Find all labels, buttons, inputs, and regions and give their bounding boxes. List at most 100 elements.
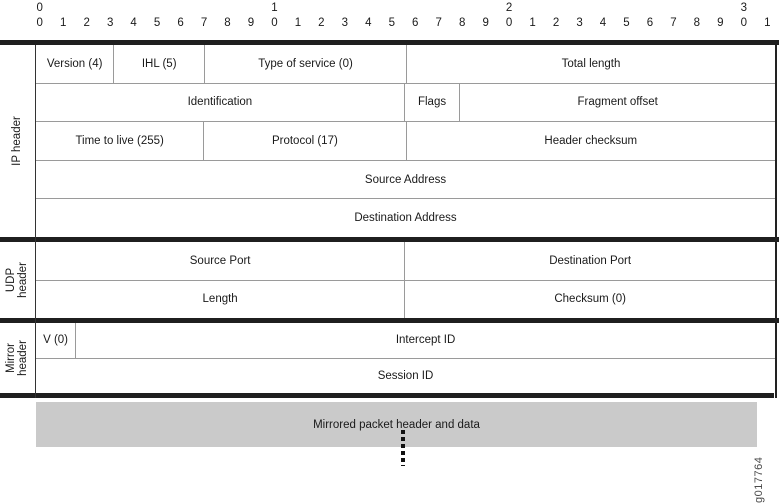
field-cell: Flags	[405, 83, 461, 122]
field-cell: Version (4)	[36, 45, 115, 83]
separator-bar	[0, 393, 774, 398]
bit-ruler-ones-digit: 2	[83, 17, 90, 29]
section-label-text: UDP header	[5, 262, 29, 298]
field-row: Source Address	[36, 161, 775, 200]
bit-ruler-ones-digit: 5	[153, 17, 161, 29]
bit-ruler-ones-digit: 7	[200, 17, 208, 29]
bit-ruler-ones-digit: 1	[294, 17, 302, 29]
bit-ruler-ones-digit: 0	[740, 17, 747, 29]
bit-ruler-tens-digit	[427, 1, 450, 15]
bit-ruler-ones-digit: 4	[130, 17, 137, 29]
bit-ruler-ones-digit: 3	[576, 17, 583, 29]
bit-ruler-ones-digit: 4	[365, 17, 372, 29]
separator-bar	[0, 237, 779, 242]
bit-ruler-tens-digit	[591, 1, 614, 15]
field-cell: Intercept ID	[395, 334, 456, 347]
bit-ruler-ones-digit: 9	[717, 17, 724, 29]
bit-ruler-ones-row: 0 1 2 3 4 5 6 7 8 9 0 1 2 3 4 5 6 7 8 9 0 1 2 3 4 5 6 7 8 9 0 1	[28, 16, 779, 30]
bit-ruler-ones-digit: 9	[482, 17, 489, 29]
bit-ruler-ones-digit: 2	[318, 17, 325, 29]
bit-ruler-tens-digit: 2	[505, 2, 513, 14]
bit-ruler-ones-digit: 1	[764, 17, 771, 29]
bit-ruler-ones-digit: 5	[388, 17, 395, 29]
bit-ruler-tens-digit: 3	[740, 2, 747, 14]
bit-ruler-tens-digit	[450, 1, 473, 15]
field-row: Source Port Destination Port	[36, 242, 775, 281]
bit-ruler-ones-digit: 8	[224, 17, 231, 29]
bit-ruler-tens-digit	[521, 1, 544, 15]
field-cell: Time to live (255)	[36, 122, 205, 160]
bit-ruler-tens-digit	[98, 1, 121, 15]
bit-ruler-tens-digit	[474, 1, 497, 15]
mirrored-payload-label: Mirrored packet header and data	[313, 418, 480, 431]
bit-ruler-ones-digit: 7	[670, 17, 677, 29]
bit-ruler-tens-digit	[51, 1, 74, 15]
bit-ruler-tens-digit	[310, 1, 333, 15]
bit-ruler-tens-digit	[145, 1, 168, 15]
bit-ruler-tens-digit	[380, 1, 403, 15]
bit-ruler-ones-digit: 3	[106, 17, 114, 29]
bit-ruler-tens-digit	[638, 1, 661, 15]
field-cell: Checksum (0)	[554, 293, 626, 306]
bit-ruler-tens-digit	[568, 1, 591, 15]
field-cell: IHL (5)	[114, 45, 206, 83]
bit-ruler-ones-digit: 8	[458, 17, 466, 29]
separator-bar	[0, 40, 779, 45]
field-cell: Fragment offset	[577, 96, 658, 109]
bit-ruler-tens-digit	[685, 1, 708, 15]
section-label-text: IP header	[11, 116, 24, 166]
section-label-udp-header: UDP header	[0, 242, 34, 318]
bit-ruler-ones-digit: 2	[552, 17, 560, 29]
field-cell: Identification	[36, 83, 405, 122]
bit-ruler-tens-digit	[662, 1, 685, 15]
bit-ruler-tens-digit	[239, 1, 262, 15]
bit-ruler-ones-digit: 1	[60, 17, 67, 29]
field-row: Identification Flags Fragment offset	[36, 83, 775, 123]
bit-ruler-tens-digit	[75, 1, 98, 15]
bit-ruler-ones-digit: 7	[435, 17, 442, 29]
mirrored-payload-box: Mirrored packet header and data	[36, 402, 757, 447]
field-row: V (0) Intercept ID	[36, 323, 775, 359]
bit-ruler-tens-digit	[709, 1, 732, 15]
bit-ruler-ones-digit: 0	[36, 17, 43, 29]
bit-ruler-tens-digit	[333, 1, 356, 15]
separator-bar	[0, 318, 779, 323]
figure-id-label: g017764	[753, 456, 765, 503]
field-row: Length Checksum (0)	[36, 280, 775, 318]
section-label-mirror-header: Mirror header	[0, 323, 34, 393]
bit-ruler-tens-digit	[216, 1, 239, 15]
field-row: Destination Address	[36, 199, 775, 237]
field-cell: Source Port	[36, 242, 406, 280]
field-cell: Source Address	[364, 173, 447, 186]
bit-ruler-ones-digit: 4	[599, 17, 607, 29]
bit-ruler-tens-digit	[169, 1, 192, 15]
field-cell: Protocol (17)	[204, 122, 407, 160]
bit-ruler-tens-digit: 1	[271, 2, 278, 14]
bit-ruler-tens-digit	[357, 1, 380, 15]
section-label-text: Mirror header	[5, 340, 29, 376]
section-ip-header: Version (4) IHL (5) Type of service (0) Tot…	[36, 45, 775, 237]
field-cell: Destination Port	[549, 254, 632, 267]
field-cell: Destination Address	[354, 212, 457, 225]
bit-ruler-ones-digit: 0	[505, 17, 513, 29]
field-cell: Type of service (0)	[205, 45, 407, 83]
bit-ruler-ones-digit: 8	[693, 17, 701, 29]
section-label-ip-header: IP header	[0, 45, 34, 237]
field-row: Version (4) IHL (5) Type of service (0) Tot…	[36, 45, 775, 84]
field-row: Time to live (255) Protocol (17) Header ch…	[36, 122, 775, 161]
table-right-border	[775, 45, 777, 398]
bit-ruler-ones-digit: 1	[529, 17, 536, 29]
bit-ruler-tens-digit	[756, 1, 779, 15]
field-cell: Total length	[561, 57, 621, 70]
bit-ruler-tens-digit	[192, 1, 215, 15]
section-udp-header: Source Port Destination Port Length Checksu…	[36, 242, 775, 318]
field-cell: Session ID	[377, 369, 434, 382]
bit-ruler-tens-row: 0 1 2 3	[28, 1, 779, 15]
bit-ruler-tens-digit	[544, 1, 567, 15]
bit-ruler-tens-digit	[286, 1, 309, 15]
bit-ruler-tens-digit	[404, 1, 427, 15]
bit-ruler-tens-digit	[615, 1, 638, 15]
bit-ruler-ones-digit: 6	[177, 17, 184, 29]
bit-ruler-ones-digit: 0	[271, 17, 278, 29]
